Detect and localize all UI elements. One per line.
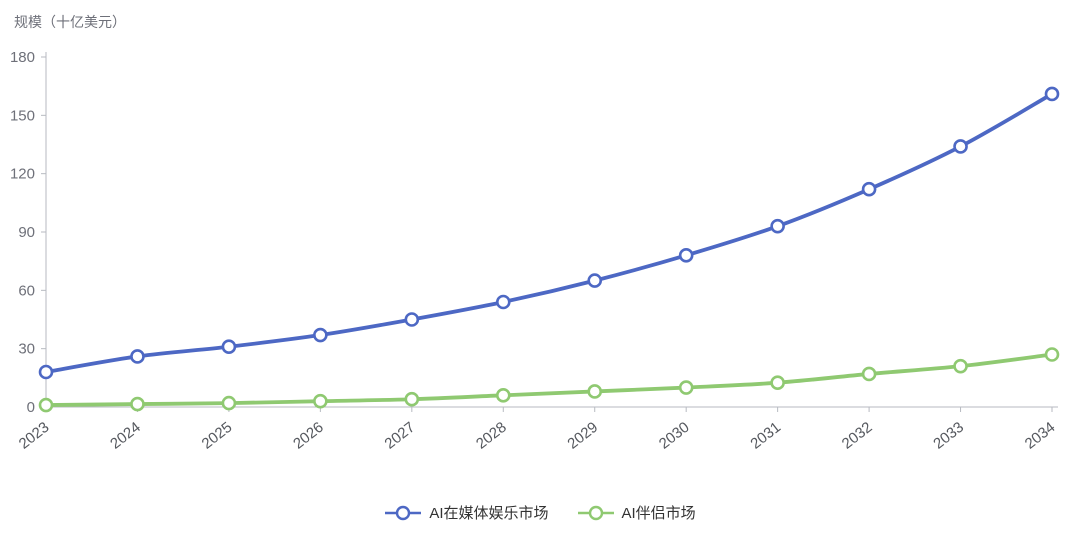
svg-text:0: 0 [27, 399, 35, 416]
svg-text:2029: 2029 [564, 419, 601, 453]
line-marker-icon [577, 505, 614, 520]
svg-text:2034: 2034 [1022, 419, 1059, 453]
svg-text:2025: 2025 [199, 419, 236, 453]
svg-text:2024: 2024 [107, 419, 144, 453]
svg-text:2028: 2028 [473, 419, 510, 453]
svg-text:30: 30 [18, 341, 35, 358]
legend-label: AI在媒体娱乐市场 [429, 505, 549, 522]
legend: AI在媒体娱乐市场 AI伴侣市场 [0, 502, 1080, 523]
svg-text:2027: 2027 [382, 419, 419, 453]
svg-text:2030: 2030 [656, 419, 693, 453]
legend-item-media-market[interactable]: AI在媒体娱乐市场 [384, 502, 549, 523]
legend-label: AI伴侣市场 [621, 505, 696, 522]
svg-text:2026: 2026 [290, 419, 327, 453]
svg-text:2031: 2031 [747, 419, 784, 453]
svg-text:2033: 2033 [930, 419, 967, 453]
line-chart[interactable]: 0 30 60 90 120 150 180 2023 2024 2025 2026 2027 2028… [0, 0, 1080, 470]
svg-text:120: 120 [10, 166, 35, 183]
svg-text:60: 60 [18, 282, 35, 299]
y-axis-title: 规模（十亿美元） [14, 14, 126, 30]
svg-text:180: 180 [10, 49, 35, 66]
svg-text:150: 150 [10, 107, 35, 124]
line-marker-icon [385, 505, 422, 520]
svg-text:2023: 2023 [16, 419, 53, 453]
svg-text:90: 90 [18, 224, 35, 241]
legend-item-companion-market[interactable]: AI伴侣市场 [577, 502, 696, 523]
svg-text:2032: 2032 [839, 419, 876, 453]
